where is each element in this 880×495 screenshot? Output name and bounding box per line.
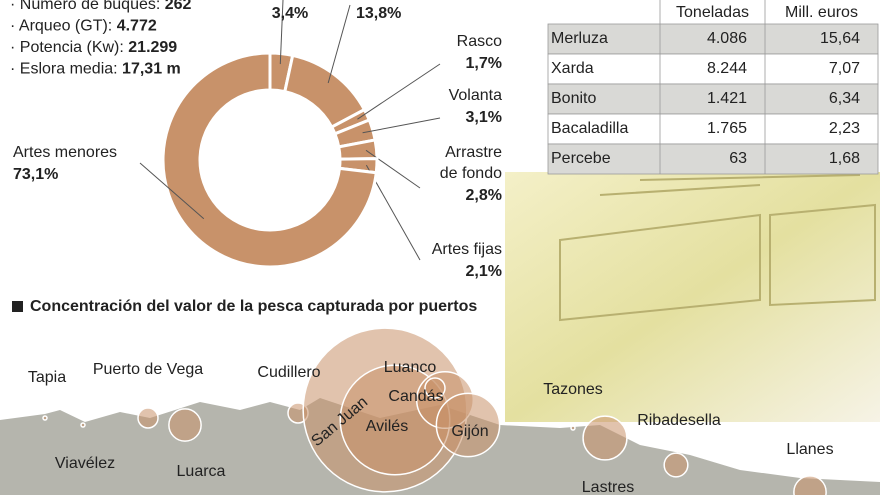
table-row-label: Percebe: [551, 150, 611, 167]
table-cell: 15,64: [820, 30, 860, 47]
leader-line: [327, 4, 351, 84]
stat-label: · Potencia (Kw):: [10, 39, 128, 56]
port-bubble: [793, 475, 827, 495]
port-label: Viavélez: [55, 455, 115, 472]
section-title: Concentración del valor de la pesca capt…: [30, 298, 477, 315]
port-label: Avilés: [366, 418, 408, 435]
leader-line: [139, 162, 205, 220]
table-row-label: Bonito: [551, 90, 596, 107]
slice-label: Arrastre de fondo: [440, 144, 502, 182]
slice-value: 3,4%: [272, 5, 308, 22]
table-row: [547, 113, 879, 145]
slice-value: 3,1%: [466, 109, 502, 126]
table-row-label: Merluza: [551, 30, 608, 47]
port-label: Luanco: [384, 359, 437, 376]
fleet-stat: · Eslora media: 17,31 m: [10, 61, 181, 78]
port-label: Luarca: [177, 463, 226, 480]
port-bubble: [424, 377, 446, 399]
stat-label: · Arqueo (GT):: [10, 18, 117, 35]
stat-value: 4.772: [117, 18, 157, 35]
slice-value: 1,7%: [466, 55, 502, 72]
stat-label: · Número de buques:: [10, 0, 165, 13]
leader-line: [357, 63, 441, 120]
leader-line: [362, 117, 441, 134]
port-bubble: [137, 407, 159, 429]
stat-value: 262: [165, 0, 192, 13]
fleet-stat: · Arqueo (GT): 4.772: [10, 18, 157, 35]
table-cell: 2,23: [829, 120, 860, 137]
table-cell: 7,07: [829, 60, 860, 77]
slice-value: 2,1%: [466, 263, 502, 280]
port-bubble: [570, 425, 576, 431]
table-row: [547, 143, 879, 175]
table-cell: 6,34: [829, 90, 860, 107]
table-header: Mill. euros: [785, 4, 858, 21]
slice-label: Volanta: [449, 87, 502, 104]
table-row-label: Xarda: [551, 60, 594, 77]
port-bubble: [663, 452, 689, 478]
port-bubble: [80, 422, 86, 428]
table-cell: 1.421: [707, 90, 747, 107]
table-cell: 4.086: [707, 30, 747, 47]
crates: [559, 174, 876, 322]
port-label: Cudillero: [257, 364, 320, 381]
slice-value: 2,8%: [466, 187, 502, 204]
catch-table: Toneladas Mill. euros Merluza 4.086 15,64 Xar…: [547, 0, 879, 175]
stat-value: 21.299: [128, 39, 177, 56]
section-bullet: [12, 301, 23, 312]
table-cell: 1,68: [829, 150, 860, 167]
table-cell: 1.765: [707, 120, 747, 137]
port-bubble: [435, 392, 501, 458]
bubble-map: Tapia Viavélez Puerto de Vega Luarca Cudille…: [28, 327, 834, 495]
donut-slice: [161, 51, 378, 269]
table-row: [547, 83, 879, 115]
port-label: Puerto de Vega: [93, 361, 203, 378]
fleet-stat: · Potencia (Kw): 21.299: [10, 39, 177, 56]
slice-value: 73,1%: [13, 166, 58, 183]
stat-value: 17,31 m: [122, 61, 181, 78]
port-bubble: [168, 408, 202, 442]
slice-value: 13,8%: [356, 5, 401, 22]
port-label: Gijón: [451, 423, 488, 440]
stat-label: · Eslora media:: [10, 61, 122, 78]
port-label: Lastres: [582, 479, 634, 495]
photo-background: [505, 172, 880, 422]
port-bubble: [582, 415, 628, 461]
table-row: [547, 53, 879, 85]
port-bubble: [42, 415, 48, 421]
fleet-stat: · Número de buques: 262: [10, 0, 192, 13]
fleet-stats: · Número de buques: 262 · Arqueo (GT): 4.…: [10, 0, 192, 78]
table-header: Toneladas: [676, 4, 749, 21]
port-label: Ribadesella: [637, 412, 721, 429]
leader-line: [279, 0, 284, 65]
slice-label: Artes menores: [13, 144, 117, 161]
port-label: Llanes: [786, 441, 833, 458]
port-label: Candás: [388, 388, 443, 405]
table-cell: 8.244: [707, 60, 747, 77]
donut-chart: 3,4% 13,8% Rasco 1,7% Volanta 3,1% Arrastre de …: [13, 0, 502, 280]
table-cell: 63: [729, 150, 747, 167]
slice-label: Rasco: [457, 33, 502, 50]
slice-label: Artes fijas: [432, 241, 502, 258]
port-label: Tapia: [28, 369, 66, 386]
table-row-label: Bacaladilla: [551, 120, 628, 137]
leader-line: [365, 149, 421, 189]
port-label: Tazones: [543, 381, 603, 398]
